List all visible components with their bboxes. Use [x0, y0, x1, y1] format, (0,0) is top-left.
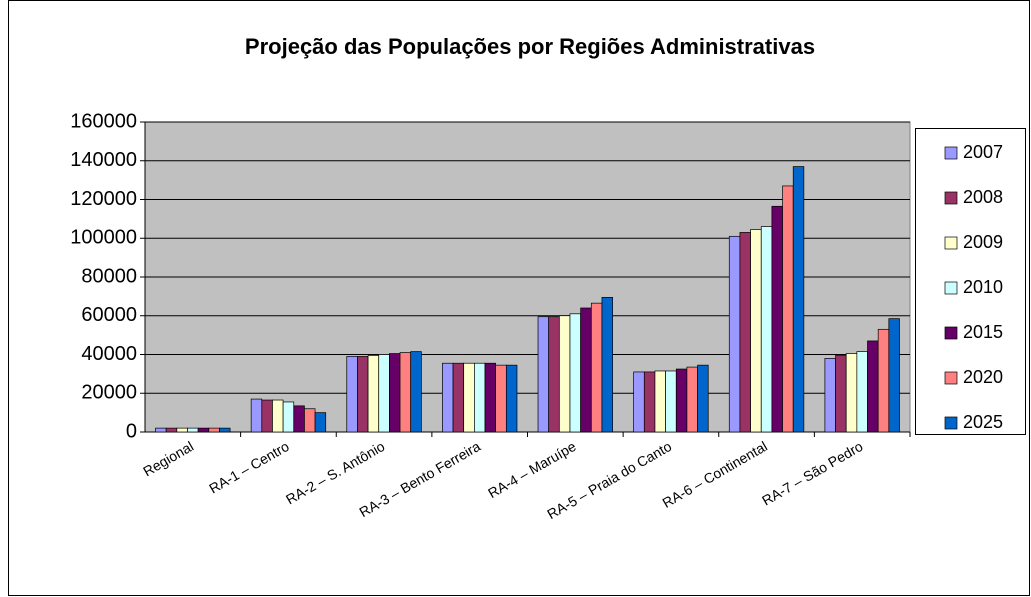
bar — [165, 427, 178, 433]
bar — [463, 362, 475, 433]
legend-label: 2008 — [963, 187, 1003, 207]
bar — [474, 362, 486, 433]
bar — [282, 401, 295, 433]
bar — [548, 316, 560, 433]
bar — [219, 427, 231, 433]
bar — [484, 362, 497, 433]
legend-swatch — [944, 371, 958, 385]
bar — [304, 408, 316, 433]
legend-label: 2020 — [963, 367, 1003, 387]
legend-swatch — [944, 416, 958, 430]
legend-label: 2025 — [963, 412, 1003, 432]
bar — [686, 366, 698, 433]
bar — [845, 353, 858, 433]
bar — [208, 427, 220, 433]
legend-label: 2010 — [963, 277, 1003, 297]
bar — [176, 427, 188, 433]
bar — [357, 356, 369, 433]
bar — [888, 318, 900, 433]
bar — [155, 427, 167, 433]
bar — [643, 371, 656, 433]
bar — [601, 296, 613, 433]
bar — [633, 371, 645, 433]
bar — [728, 235, 741, 433]
y-tick-label: 40000 — [81, 343, 137, 365]
y-tick-label: 0 — [126, 420, 137, 442]
legend-label: 2015 — [963, 322, 1003, 342]
bar — [410, 351, 422, 433]
legend-swatch — [944, 191, 958, 205]
bar — [346, 356, 358, 433]
legend-box — [915, 128, 1026, 435]
bar — [782, 185, 794, 433]
legend-label: 2007 — [963, 142, 1003, 162]
bar — [877, 328, 890, 433]
y-tick-label: 20000 — [81, 382, 137, 404]
bar — [654, 370, 666, 433]
bar — [665, 370, 677, 433]
legend-swatch — [944, 146, 958, 160]
legend-label: 2009 — [963, 232, 1003, 252]
bar — [569, 313, 581, 433]
bar — [442, 362, 454, 433]
bar — [250, 398, 263, 433]
bar — [378, 354, 390, 433]
y-tick-label: 140000 — [70, 149, 137, 171]
bar — [399, 352, 412, 433]
y-tick-label: 160000 — [70, 110, 137, 132]
bar — [590, 302, 603, 433]
bar — [187, 427, 199, 433]
bar — [452, 362, 465, 433]
bar — [537, 316, 550, 433]
legend-swatch — [944, 326, 958, 340]
bar — [272, 399, 284, 433]
y-tick-label: 80000 — [81, 265, 137, 287]
bar — [505, 364, 518, 433]
bar — [580, 307, 592, 433]
y-tick-label: 60000 — [81, 304, 137, 326]
bar — [697, 364, 709, 433]
bar — [197, 427, 210, 433]
legend-swatch — [944, 236, 958, 250]
bar — [867, 340, 879, 433]
bar — [495, 364, 507, 433]
bar — [856, 351, 868, 433]
bar — [558, 315, 571, 433]
y-tick-label: 120000 — [70, 188, 137, 210]
bar — [824, 358, 836, 433]
bar — [389, 353, 401, 433]
y-tick-label: 100000 — [70, 227, 137, 249]
bar — [739, 232, 751, 433]
bar — [367, 355, 380, 433]
bar — [314, 412, 327, 433]
bar — [261, 399, 273, 433]
bar — [771, 205, 783, 433]
legend-swatch — [944, 281, 958, 295]
bar — [835, 355, 847, 433]
bar — [760, 226, 773, 433]
bar — [750, 229, 762, 433]
chart-title: Projeção das Populações por Regiões Admi… — [245, 34, 815, 59]
bar — [293, 405, 305, 433]
bar — [675, 368, 688, 433]
bar — [792, 166, 805, 433]
